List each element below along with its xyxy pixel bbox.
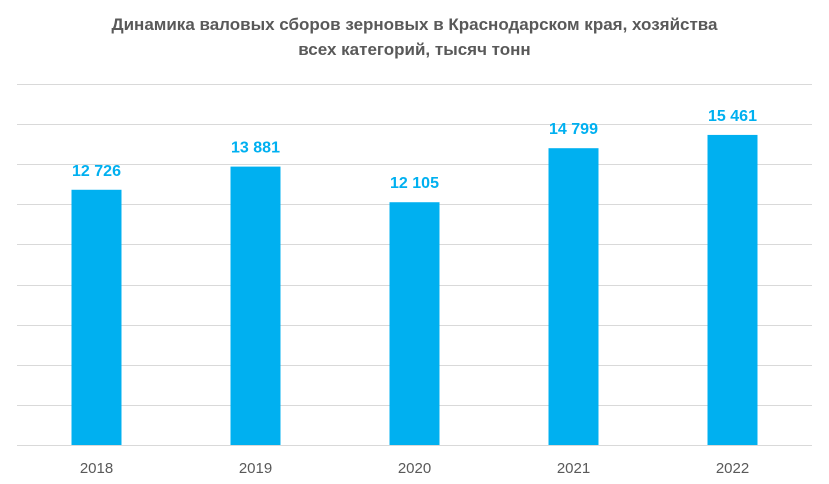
data-label-2022: 15 461	[708, 108, 757, 125]
x-tick-label-2018: 2018	[80, 460, 113, 477]
bar-2021	[548, 148, 599, 446]
bar-2019	[230, 166, 281, 445]
data-label-2018: 12 726	[72, 163, 121, 180]
x-tick-label-2021: 2021	[557, 460, 590, 477]
data-label-2019: 13 881	[231, 140, 280, 157]
bar-2022	[707, 134, 758, 445]
chart-title-line-2: всех категорий, тысяч тонн	[298, 40, 531, 59]
chart-title: Динамика валовых сборов зерновых в Красн…	[0, 12, 829, 62]
x-tick-label-2019: 2019	[239, 460, 272, 477]
bar-2020	[389, 202, 440, 445]
x-tick-labels: 2018 2019 2020 2021 2022	[80, 460, 749, 477]
x-tick-label-2022: 2022	[716, 460, 749, 477]
bars	[71, 134, 758, 446]
chart-title-line-1: Динамика валовых сборов зерновых в Красн…	[111, 15, 718, 34]
data-label-2021: 14 799	[549, 121, 598, 138]
x-tick-label-2020: 2020	[398, 460, 431, 477]
data-labels: 12 726 13 881 12 105 14 799 15 461	[72, 108, 757, 192]
data-label-2020: 12 105	[390, 175, 439, 192]
bar-2018	[71, 189, 122, 445]
